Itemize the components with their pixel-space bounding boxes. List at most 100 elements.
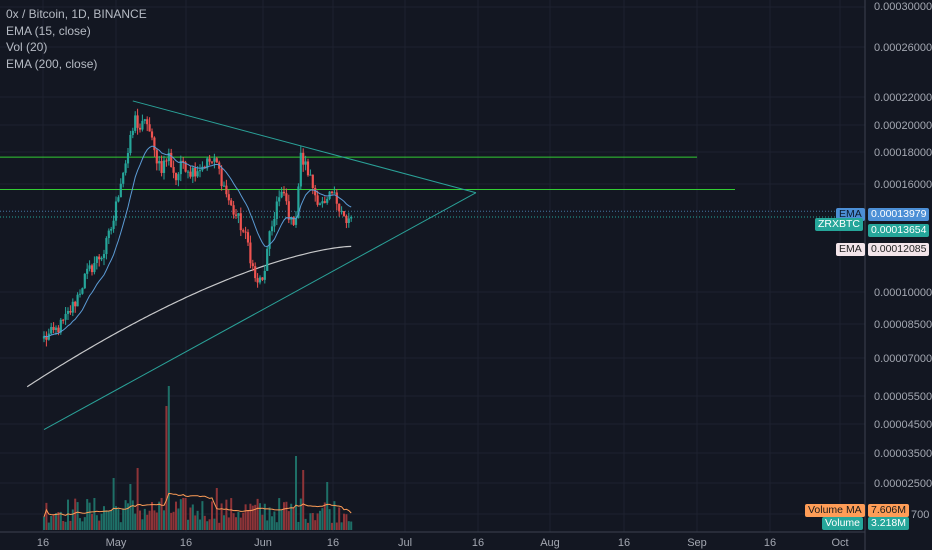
candle-body bbox=[186, 171, 190, 173]
volume-tag: Volume bbox=[822, 517, 864, 530]
candle-body bbox=[347, 218, 350, 223]
price-tick-label: 0.00005500 bbox=[874, 391, 932, 403]
volume-bar bbox=[170, 512, 173, 530]
volume-bar bbox=[160, 497, 163, 530]
volume-bar bbox=[105, 510, 108, 530]
volume-bar bbox=[331, 522, 333, 530]
volume-bar bbox=[350, 521, 353, 530]
candle-body bbox=[54, 327, 58, 330]
grid bbox=[0, 0, 865, 532]
candle-body bbox=[239, 213, 242, 231]
candle-body bbox=[263, 270, 266, 280]
candle-body bbox=[98, 256, 101, 260]
candle-body bbox=[165, 160, 168, 162]
candle-body bbox=[314, 187, 317, 196]
candle-body bbox=[105, 238, 108, 255]
price-tick-label: 0.00003500 bbox=[874, 448, 932, 460]
triangle-lower-line bbox=[43, 192, 477, 430]
volume-bar bbox=[134, 513, 137, 530]
candle-body bbox=[45, 336, 48, 340]
candle-body bbox=[102, 254, 106, 258]
volume-bar bbox=[184, 497, 187, 530]
legend-volume[interactable]: Vol (20) bbox=[6, 40, 48, 54]
price-tick-label: 0.00020000 bbox=[874, 120, 932, 132]
candle-body bbox=[345, 215, 348, 223]
chart-legend: 0x / Bitcoin, 1D, BINANCE EMA (15, close… bbox=[6, 6, 147, 72]
price-axis-bg[interactable] bbox=[865, 0, 932, 550]
volume-bar bbox=[98, 520, 101, 530]
volume-bar bbox=[74, 498, 77, 530]
candle-body bbox=[86, 268, 89, 274]
volume-bar bbox=[55, 513, 57, 530]
candle-body bbox=[242, 230, 245, 232]
candle-body bbox=[246, 232, 250, 243]
volume-bar bbox=[136, 468, 139, 530]
candle-body bbox=[278, 197, 281, 202]
candle-body bbox=[112, 220, 115, 229]
volume-ma-line bbox=[43, 492, 352, 518]
candle-body bbox=[59, 319, 62, 333]
candle-body bbox=[143, 119, 146, 121]
price-tick-label: 0.00022000 bbox=[874, 92, 932, 104]
candle-body bbox=[258, 277, 262, 283]
time-axis-bg[interactable] bbox=[0, 532, 865, 550]
volume-bar bbox=[218, 522, 221, 530]
volume-bar bbox=[141, 519, 144, 530]
candle-body bbox=[138, 127, 142, 130]
volume-bar bbox=[290, 503, 293, 530]
volume-bar bbox=[321, 508, 324, 530]
volume-bar bbox=[338, 507, 341, 530]
volume-bar bbox=[280, 509, 283, 530]
volume-bar bbox=[91, 513, 93, 530]
volume-bar bbox=[283, 502, 285, 530]
volume-bar bbox=[266, 520, 269, 530]
volume-bar bbox=[199, 519, 201, 530]
volume-bar bbox=[220, 503, 223, 530]
candle-body bbox=[71, 301, 74, 313]
candle-body bbox=[206, 158, 209, 169]
volume-bar bbox=[172, 511, 175, 530]
volume-bar bbox=[187, 519, 189, 530]
volume-bar bbox=[299, 498, 302, 530]
candle-body bbox=[254, 266, 257, 279]
volume-bar bbox=[292, 507, 295, 530]
volume-bar bbox=[256, 498, 259, 530]
volume-bar bbox=[297, 521, 300, 530]
candle-body bbox=[249, 242, 252, 264]
volume-bar bbox=[275, 522, 278, 530]
volume-bar bbox=[268, 507, 271, 530]
candle-body bbox=[270, 226, 274, 232]
volume-bar bbox=[302, 470, 305, 530]
candle-body bbox=[222, 185, 226, 187]
candle-body bbox=[232, 205, 235, 215]
drawn-lines[interactable] bbox=[0, 100, 865, 430]
candle-body bbox=[273, 218, 276, 227]
legend-ema200[interactable]: EMA (200, close) bbox=[6, 56, 98, 71]
volume-bar bbox=[45, 502, 48, 530]
candle-body bbox=[52, 326, 55, 330]
candle-body bbox=[340, 211, 343, 213]
price-tick-label: 0.00004500 bbox=[874, 419, 932, 431]
candle-body bbox=[285, 193, 288, 202]
legend-ema15[interactable]: EMA (15, close) bbox=[6, 23, 91, 38]
volume-bar bbox=[254, 504, 257, 530]
candle-body bbox=[227, 194, 230, 201]
candles bbox=[42, 108, 353, 347]
legend-symbol[interactable]: 0x / Bitcoin, 1D, BINANCE bbox=[6, 7, 147, 21]
candle-body bbox=[321, 201, 324, 204]
volume-bar bbox=[122, 508, 125, 530]
volume-bar bbox=[81, 521, 84, 530]
volume-bar bbox=[103, 506, 105, 530]
candle-body bbox=[338, 203, 341, 212]
candle-body bbox=[153, 137, 156, 151]
volume-bar bbox=[345, 514, 348, 530]
candle-body bbox=[275, 201, 278, 219]
candle-body bbox=[194, 167, 197, 177]
volume-bar bbox=[323, 502, 326, 530]
volume-bar bbox=[127, 503, 129, 530]
candle-body bbox=[210, 161, 214, 163]
candle-body bbox=[160, 161, 163, 173]
